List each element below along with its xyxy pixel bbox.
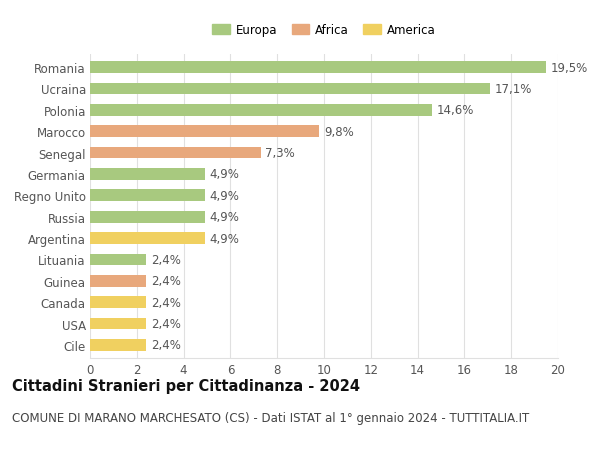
Text: 2,4%: 2,4% [151, 318, 181, 330]
Bar [90, 339, 146, 351]
Text: COMUNE DI MARANO MARCHESATO (CS) - Dati ISTAT al 1° gennaio 2024 - TUTTITALIA.IT: COMUNE DI MARANO MARCHESATO (CS) - Dati … [12, 411, 529, 424]
Bar [90, 190, 205, 202]
Text: 2,4%: 2,4% [151, 296, 181, 309]
Text: 2,4%: 2,4% [151, 275, 181, 288]
Bar [90, 254, 146, 266]
Bar [90, 275, 146, 287]
Text: Cittadini Stranieri per Cittadinanza - 2024: Cittadini Stranieri per Cittadinanza - 2… [12, 379, 360, 394]
Bar [90, 147, 261, 159]
Bar [90, 62, 547, 74]
Text: 9,8%: 9,8% [324, 125, 354, 138]
Text: 4,9%: 4,9% [209, 190, 239, 202]
Text: 7,3%: 7,3% [265, 147, 295, 160]
Legend: Europa, Africa, America: Europa, Africa, America [210, 22, 438, 39]
Text: 2,4%: 2,4% [151, 253, 181, 266]
Bar [90, 126, 319, 138]
Text: 4,9%: 4,9% [209, 168, 239, 181]
Bar [90, 233, 205, 244]
Text: 19,5%: 19,5% [551, 62, 588, 74]
Bar [90, 318, 146, 330]
Text: 4,9%: 4,9% [209, 232, 239, 245]
Bar [90, 84, 490, 95]
Text: 4,9%: 4,9% [209, 211, 239, 224]
Text: 2,4%: 2,4% [151, 339, 181, 352]
Bar [90, 297, 146, 308]
Bar [90, 211, 205, 223]
Bar [90, 105, 431, 117]
Bar [90, 168, 205, 180]
Text: 14,6%: 14,6% [436, 104, 473, 117]
Text: 17,1%: 17,1% [495, 83, 532, 95]
